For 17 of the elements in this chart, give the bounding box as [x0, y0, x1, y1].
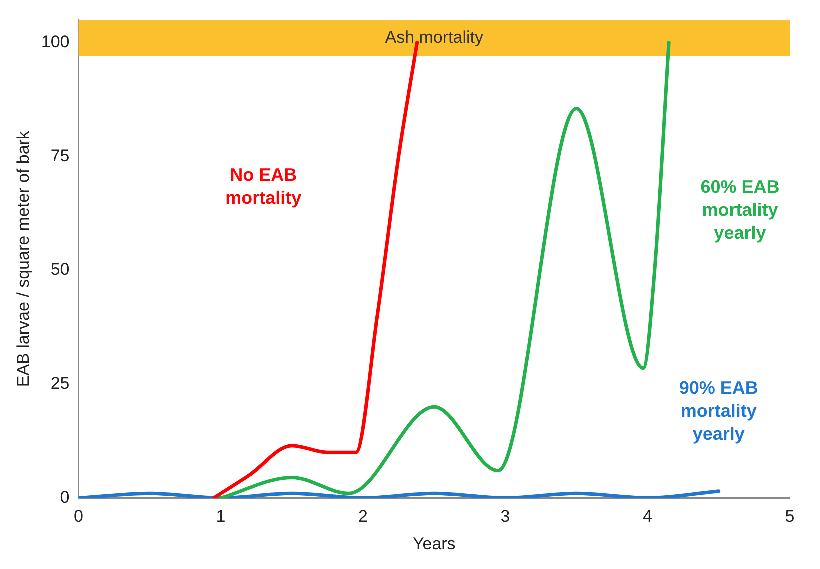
x-tick-label: 0: [74, 507, 84, 526]
text: No EAB mortality: [226, 164, 302, 208]
x-tick-label: 4: [643, 507, 652, 526]
x-tick-label: 5: [785, 507, 795, 526]
y-axis-title: EAB larvae / square meter of bark: [14, 130, 33, 388]
y-tick-label: 50: [50, 260, 70, 280]
y-tick-label: 25: [50, 374, 70, 394]
x-tick-label: 3: [500, 507, 510, 526]
y-tick-label: 100: [41, 32, 70, 52]
text: 90% EAB mortality yearly: [679, 378, 758, 444]
y-tick-label: 0: [60, 488, 70, 507]
x-tick-label: 2: [358, 507, 368, 526]
y-tick-label: 75: [50, 146, 70, 166]
band-label: Ash mortality: [385, 28, 484, 47]
x-tick-label: 1: [216, 507, 226, 526]
text: 60% EAB mortality yearly: [700, 177, 780, 244]
x-axis-title: Years: [412, 534, 456, 554]
